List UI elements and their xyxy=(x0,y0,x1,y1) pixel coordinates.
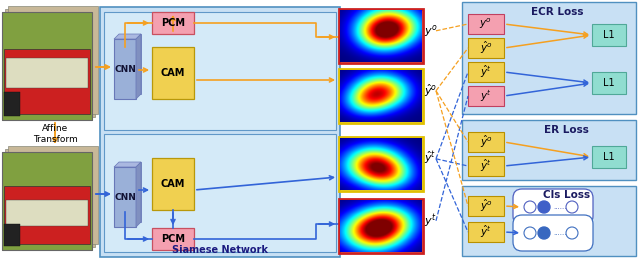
Bar xyxy=(339,9,423,63)
Bar xyxy=(468,132,504,152)
Circle shape xyxy=(524,227,536,239)
Bar xyxy=(468,222,504,242)
FancyBboxPatch shape xyxy=(513,215,593,251)
Text: $\hat{y}^t$: $\hat{y}^t$ xyxy=(480,158,492,174)
Circle shape xyxy=(524,201,536,213)
Text: $\hat{y}^o$: $\hat{y}^o$ xyxy=(424,83,437,99)
Text: L1: L1 xyxy=(603,152,615,162)
Text: L1: L1 xyxy=(603,78,615,88)
Bar xyxy=(104,134,336,252)
FancyBboxPatch shape xyxy=(513,189,593,225)
Polygon shape xyxy=(114,34,141,39)
Polygon shape xyxy=(114,167,136,227)
Bar xyxy=(2,152,92,250)
Bar xyxy=(4,186,90,244)
Bar xyxy=(152,12,194,34)
Bar xyxy=(4,224,20,246)
Bar xyxy=(462,186,636,256)
Text: $\hat{y}^t$: $\hat{y}^t$ xyxy=(480,224,492,240)
Text: $\hat{y}^o$: $\hat{y}^o$ xyxy=(480,198,492,214)
Text: PCM: PCM xyxy=(161,234,185,244)
Text: Siamese Network: Siamese Network xyxy=(172,245,268,255)
Bar xyxy=(5,9,95,117)
Bar xyxy=(339,69,423,123)
Text: CAM: CAM xyxy=(161,179,185,189)
Bar xyxy=(4,49,90,114)
Text: PCM: PCM xyxy=(161,18,185,28)
Text: $y^o$: $y^o$ xyxy=(479,17,493,31)
Polygon shape xyxy=(119,34,141,94)
Bar xyxy=(6,200,88,226)
Bar xyxy=(100,7,340,257)
Bar xyxy=(468,156,504,176)
Text: CNN: CNN xyxy=(114,193,136,201)
Bar xyxy=(2,152,92,250)
Text: Affine
Transform: Affine Transform xyxy=(33,124,77,144)
Polygon shape xyxy=(136,34,141,99)
Text: $y^t$: $y^t$ xyxy=(424,212,436,230)
Circle shape xyxy=(566,201,578,213)
Bar xyxy=(5,149,95,247)
Bar xyxy=(4,92,20,116)
Text: Cls Loss: Cls Loss xyxy=(543,190,590,200)
Text: ECR Loss: ECR Loss xyxy=(531,7,584,17)
Bar xyxy=(592,72,626,94)
Bar xyxy=(592,24,626,46)
Bar xyxy=(152,228,194,250)
Bar xyxy=(462,2,636,114)
Bar xyxy=(468,86,504,106)
Bar xyxy=(468,62,504,82)
Bar xyxy=(592,146,626,168)
Bar xyxy=(468,38,504,58)
Bar xyxy=(339,137,423,191)
Text: $y^t$: $y^t$ xyxy=(480,88,492,104)
Bar xyxy=(104,12,336,130)
Text: CNN: CNN xyxy=(114,64,136,74)
Bar xyxy=(468,14,504,34)
Bar xyxy=(6,58,88,88)
Bar xyxy=(468,196,504,216)
Text: ......: ...... xyxy=(553,204,567,210)
Text: CAM: CAM xyxy=(161,68,185,78)
Bar xyxy=(2,12,92,120)
Bar xyxy=(2,12,92,120)
Text: $y^o$: $y^o$ xyxy=(424,23,438,39)
Bar xyxy=(8,146,98,244)
Circle shape xyxy=(538,201,550,213)
Bar xyxy=(152,47,194,99)
Polygon shape xyxy=(114,162,141,167)
Polygon shape xyxy=(119,162,141,222)
Text: $\hat{y}^t$: $\hat{y}^t$ xyxy=(424,150,436,167)
Text: $\hat{y}^o$: $\hat{y}^o$ xyxy=(480,40,492,56)
Circle shape xyxy=(566,227,578,239)
Text: ER Loss: ER Loss xyxy=(544,125,589,135)
Text: $\hat{y}^o$: $\hat{y}^o$ xyxy=(480,134,492,150)
Polygon shape xyxy=(114,39,136,99)
Text: ......: ...... xyxy=(553,230,567,236)
Text: L1: L1 xyxy=(603,30,615,40)
Polygon shape xyxy=(136,162,141,227)
Text: $\hat{y}^t$: $\hat{y}^t$ xyxy=(480,64,492,80)
Bar xyxy=(339,199,423,253)
Circle shape xyxy=(538,227,550,239)
Bar xyxy=(152,158,194,210)
Bar xyxy=(8,6,98,114)
Bar xyxy=(462,120,636,180)
